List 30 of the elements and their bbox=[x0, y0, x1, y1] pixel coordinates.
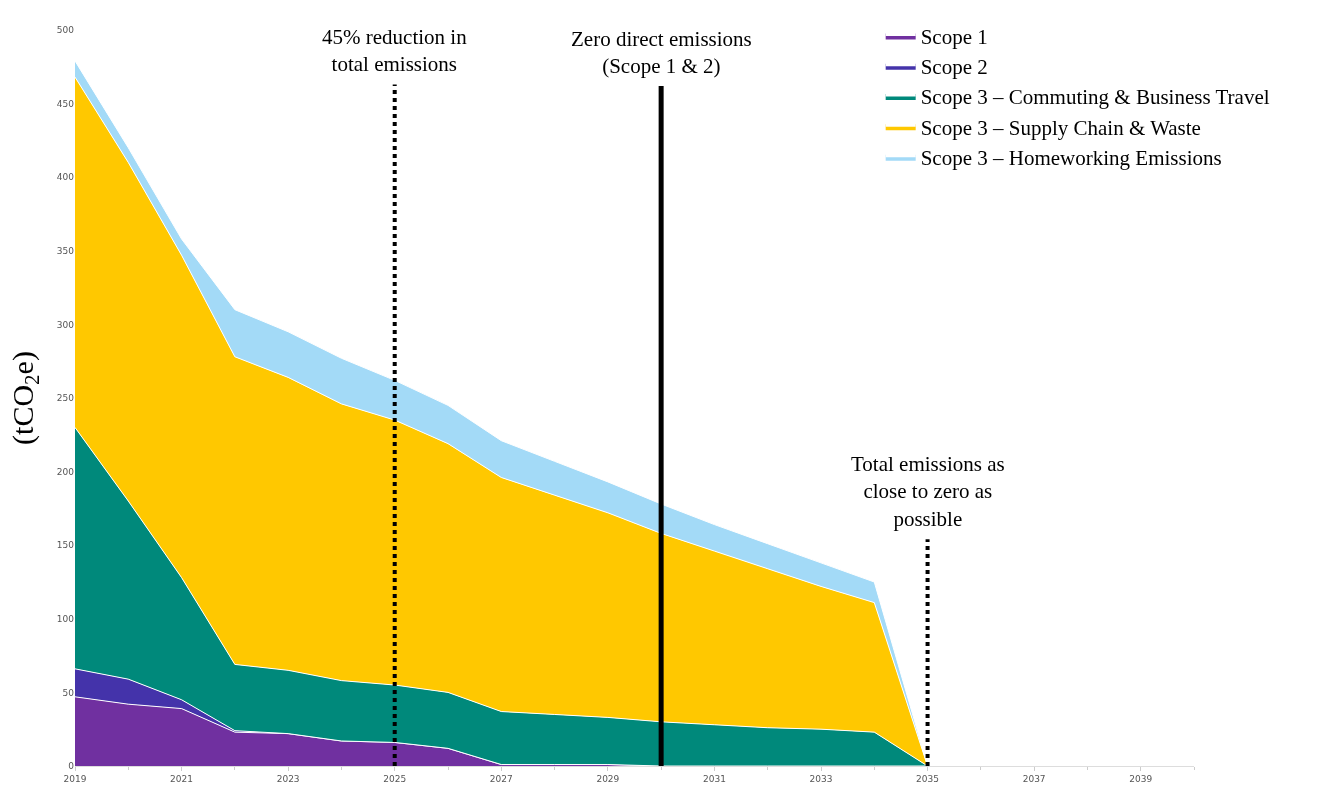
x-tick-label: 2035 bbox=[916, 773, 940, 784]
x-tick-label: 2025 bbox=[383, 773, 407, 784]
y-tick-label: 350 bbox=[56, 245, 75, 256]
legend-label: Scope 3 – Homeworking Emissions bbox=[920, 145, 1222, 170]
annotation: Total emissions as close to zero as possible bbox=[851, 452, 1005, 531]
y-tick-label: 300 bbox=[56, 319, 75, 330]
y-tick-label: 250 bbox=[56, 393, 75, 404]
x-tick-label: 2021 bbox=[170, 773, 194, 784]
y-tick-label: 0 bbox=[68, 761, 75, 772]
legend-label: Scope 3 – Supply Chain & Waste bbox=[920, 115, 1201, 140]
legend-label: Scope 2 bbox=[920, 54, 988, 79]
annotation: 45% reduction in total emissions bbox=[322, 25, 468, 77]
y-tick-label: 200 bbox=[56, 466, 75, 477]
x-tick-label: 2019 bbox=[63, 773, 87, 784]
x-tick-label: 2033 bbox=[809, 773, 833, 784]
x-tick-label: 2027 bbox=[489, 773, 513, 784]
x-tick-label: 2039 bbox=[1129, 773, 1153, 784]
x-tick-label: 2037 bbox=[1022, 773, 1046, 784]
legend-label: Scope 3 – Commuting & Business Travel bbox=[920, 85, 1270, 110]
y-tick-label: 450 bbox=[56, 98, 75, 109]
legend-label: Scope 1 bbox=[920, 24, 988, 49]
y-tick-label: 400 bbox=[56, 172, 75, 183]
annotation: Zero direct emissions (Scope 1 & 2) bbox=[571, 27, 752, 79]
x-tick-label: 2023 bbox=[276, 773, 300, 784]
y-tick-label: 50 bbox=[62, 687, 75, 698]
y-tick-label: 150 bbox=[56, 540, 75, 551]
y-tick-label: 100 bbox=[56, 613, 75, 624]
y-tick-label: 500 bbox=[56, 25, 75, 36]
x-tick-label: 2029 bbox=[596, 773, 620, 784]
x-tick-label: 2031 bbox=[702, 773, 726, 784]
